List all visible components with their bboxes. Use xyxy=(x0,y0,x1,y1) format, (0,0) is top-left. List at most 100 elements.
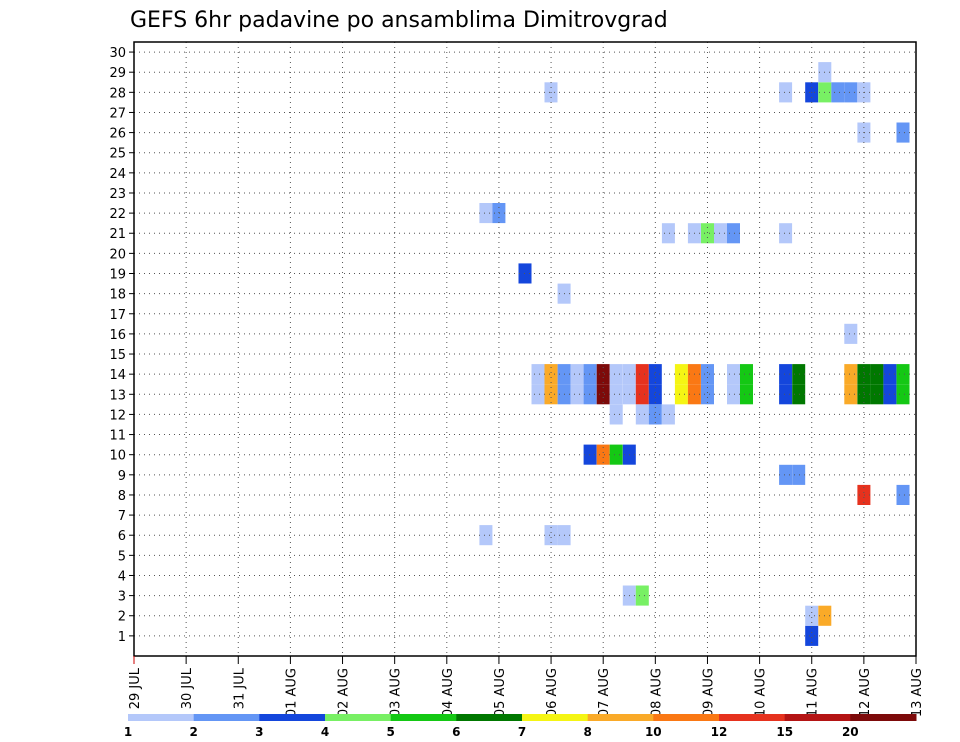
y-tick-label: 2 xyxy=(118,610,126,625)
color-legend: 1 2 3 4 5 6 7 8 10 12 15 20 xyxy=(124,714,917,739)
heatmap-cell xyxy=(792,384,806,405)
y-tick-label: 10 xyxy=(109,449,126,464)
y-tick-label: 16 xyxy=(109,328,126,343)
legend-label: 8 xyxy=(584,725,592,739)
x-tick-label: 31 JUL xyxy=(232,667,247,709)
heatmap-cell xyxy=(531,364,545,385)
legend-label: 20 xyxy=(842,725,859,739)
heatmap-cell xyxy=(792,364,806,385)
heatmap-cell xyxy=(635,585,649,606)
heatmap-cell xyxy=(857,384,871,405)
legend-swatch xyxy=(587,714,654,721)
y-tick-label: 30 xyxy=(109,46,126,61)
heatmap-cell xyxy=(792,464,806,485)
x-tick-label: 06 AUG xyxy=(545,668,560,717)
heatmap-cell xyxy=(857,484,871,505)
heatmap-cell xyxy=(544,384,558,405)
x-tick-label: 05 AUG xyxy=(493,668,508,717)
heatmap-cells xyxy=(479,62,910,646)
heatmap-cell xyxy=(596,444,610,465)
heatmap-cell xyxy=(609,384,623,405)
y-tick-label: 24 xyxy=(109,167,126,182)
x-tick-label: 01 AUG xyxy=(284,668,299,717)
x-tick-label: 02 AUG xyxy=(337,668,352,717)
legend-label: 12 xyxy=(711,725,728,739)
heatmap-cell xyxy=(727,384,740,405)
heatmap-cell xyxy=(779,364,793,385)
heatmap-cell xyxy=(479,203,493,224)
heatmap-cell xyxy=(779,384,793,405)
x-tick-label: 12 AUG xyxy=(858,668,873,717)
heatmap-cell xyxy=(492,203,506,224)
heatmap-cell xyxy=(674,384,688,405)
heatmap-cell xyxy=(596,364,610,385)
legend-swatch xyxy=(784,714,851,721)
heatmap-cell xyxy=(479,525,493,546)
heatmap-cell xyxy=(740,384,753,405)
legend-swatch xyxy=(522,714,589,721)
grid-lines xyxy=(134,42,916,656)
heatmap-cell xyxy=(779,82,793,103)
heatmap-cell xyxy=(727,364,740,385)
x-tick-label: 30 JUL xyxy=(180,667,195,709)
x-tick-label: 08 AUG xyxy=(649,668,664,717)
heatmap-cell xyxy=(896,122,910,143)
y-tick-label: 5 xyxy=(118,549,126,564)
y-tick-label: 17 xyxy=(109,308,126,323)
heatmap-cell xyxy=(870,384,884,405)
legend-label: 15 xyxy=(776,725,793,739)
legend-label: 5 xyxy=(387,725,395,739)
legend-label: 1 xyxy=(124,725,132,739)
y-tick-label: 29 xyxy=(109,66,126,81)
heatmap-cell xyxy=(831,82,845,103)
heatmap-cell xyxy=(870,364,884,385)
heatmap-cell xyxy=(648,364,662,385)
legend-swatch xyxy=(128,714,195,721)
x-tick-label: 11 AUG xyxy=(806,668,821,717)
heatmap-cell xyxy=(544,525,558,546)
heatmap-cell xyxy=(674,364,688,385)
heatmap-cell xyxy=(779,223,793,244)
y-tick-label: 4 xyxy=(118,569,126,584)
y-tick-label: 14 xyxy=(109,368,126,383)
x-tick-label: 07 AUG xyxy=(597,668,612,717)
y-axis: 1234567891011121314151617181920212223242… xyxy=(109,46,134,645)
x-tick-label: 03 AUG xyxy=(389,668,404,717)
heatmap-cell xyxy=(844,384,858,405)
heatmap-cell xyxy=(740,364,753,385)
x-tick-label: 04 AUG xyxy=(441,668,456,717)
heatmap-cell xyxy=(635,364,649,385)
heatmap-cell xyxy=(583,444,597,465)
legend-swatch xyxy=(325,714,392,721)
x-tick-label: 29 JUL xyxy=(128,667,143,709)
legend-label: 2 xyxy=(190,725,198,739)
heatmap-cell xyxy=(648,384,662,405)
heatmap-cell xyxy=(896,484,910,505)
heatmap-cell xyxy=(661,404,675,425)
x-tick-label: 10 AUG xyxy=(754,668,769,717)
heatmap-cell xyxy=(531,384,545,405)
legend-label: 3 xyxy=(255,725,263,739)
heatmap-cell xyxy=(635,404,649,425)
legend-swatch xyxy=(719,714,786,721)
heatmap-cell xyxy=(583,384,597,405)
heatmap-cell xyxy=(727,223,740,244)
heatmap-cell xyxy=(805,605,819,626)
heatmap-cell xyxy=(609,404,623,425)
y-tick-label: 23 xyxy=(109,187,126,202)
legend-label: 6 xyxy=(452,725,460,739)
x-tick-label: 13 AUG xyxy=(910,668,925,717)
heatmap-cell xyxy=(635,384,649,405)
heatmap-cell xyxy=(648,404,662,425)
legend-swatch xyxy=(653,714,720,721)
heatmap-cell xyxy=(714,223,727,244)
heatmap-cell xyxy=(609,364,623,385)
y-tick-label: 8 xyxy=(118,489,126,504)
y-tick-label: 9 xyxy=(118,469,126,484)
y-tick-label: 19 xyxy=(109,268,126,283)
heatmap-cell xyxy=(857,364,871,385)
y-tick-label: 26 xyxy=(109,127,126,142)
y-tick-label: 25 xyxy=(109,147,126,162)
y-tick-label: 27 xyxy=(109,106,126,121)
